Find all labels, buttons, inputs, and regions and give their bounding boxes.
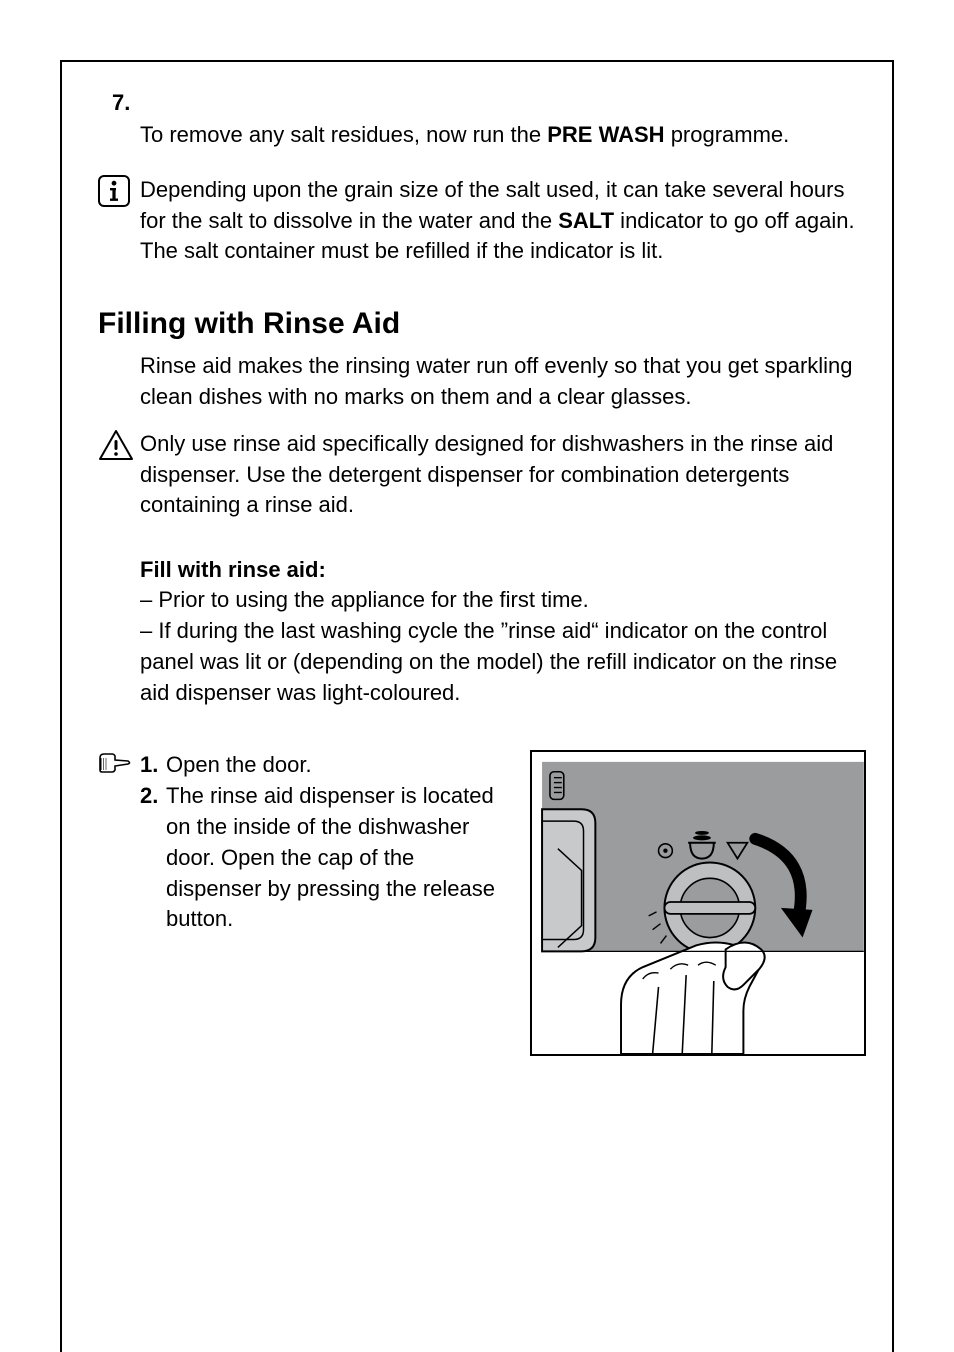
info-icon-col bbox=[98, 175, 140, 267]
rinse-aid-intro: Rinse aid makes the rinsing water run of… bbox=[140, 351, 856, 413]
salt-label: SALT bbox=[558, 208, 614, 233]
warning-block: Only use rinse aid specifically designed… bbox=[98, 429, 856, 521]
info-text: Depending upon the grain size of the sal… bbox=[140, 175, 856, 267]
manual-page: 7. To remove any salt residues, now run … bbox=[0, 0, 954, 1352]
info-block: Depending upon the grain size of the sal… bbox=[98, 175, 856, 267]
step-2-number: 2. bbox=[140, 781, 166, 935]
dispenser-svg bbox=[532, 752, 864, 1054]
numbered-steps: 1. Open the door. 2. The rinse aid dispe… bbox=[98, 750, 856, 935]
step-7-text: To remove any salt residues, now run the… bbox=[140, 120, 856, 151]
rinse-aid-dispenser-diagram bbox=[530, 750, 866, 1056]
step-1-number: 1. bbox=[140, 750, 166, 781]
pointing-hand-icon bbox=[98, 750, 140, 935]
warning-icon bbox=[98, 429, 140, 521]
steps-text-column: 1. Open the door. 2. The rinse aid dispe… bbox=[140, 750, 856, 935]
info-icon bbox=[98, 175, 130, 207]
step-7-after: programme. bbox=[665, 122, 790, 147]
content-frame: 7. To remove any salt residues, now run … bbox=[60, 60, 894, 1352]
fill-rinse-aid-heading: Fill with rinse aid: bbox=[140, 557, 856, 583]
rinse-aid-heading: Filling with Rinse Aid bbox=[98, 307, 856, 341]
step-7-before: To remove any salt residues, now run the bbox=[140, 122, 547, 147]
fill-rinse-aid-bullets: – Prior to using the appliance for the f… bbox=[140, 585, 856, 708]
warning-text: Only use rinse aid specifically designed… bbox=[140, 429, 856, 521]
step-7-number: 7. bbox=[112, 90, 856, 116]
prewash-label: PRE WASH bbox=[547, 122, 664, 147]
